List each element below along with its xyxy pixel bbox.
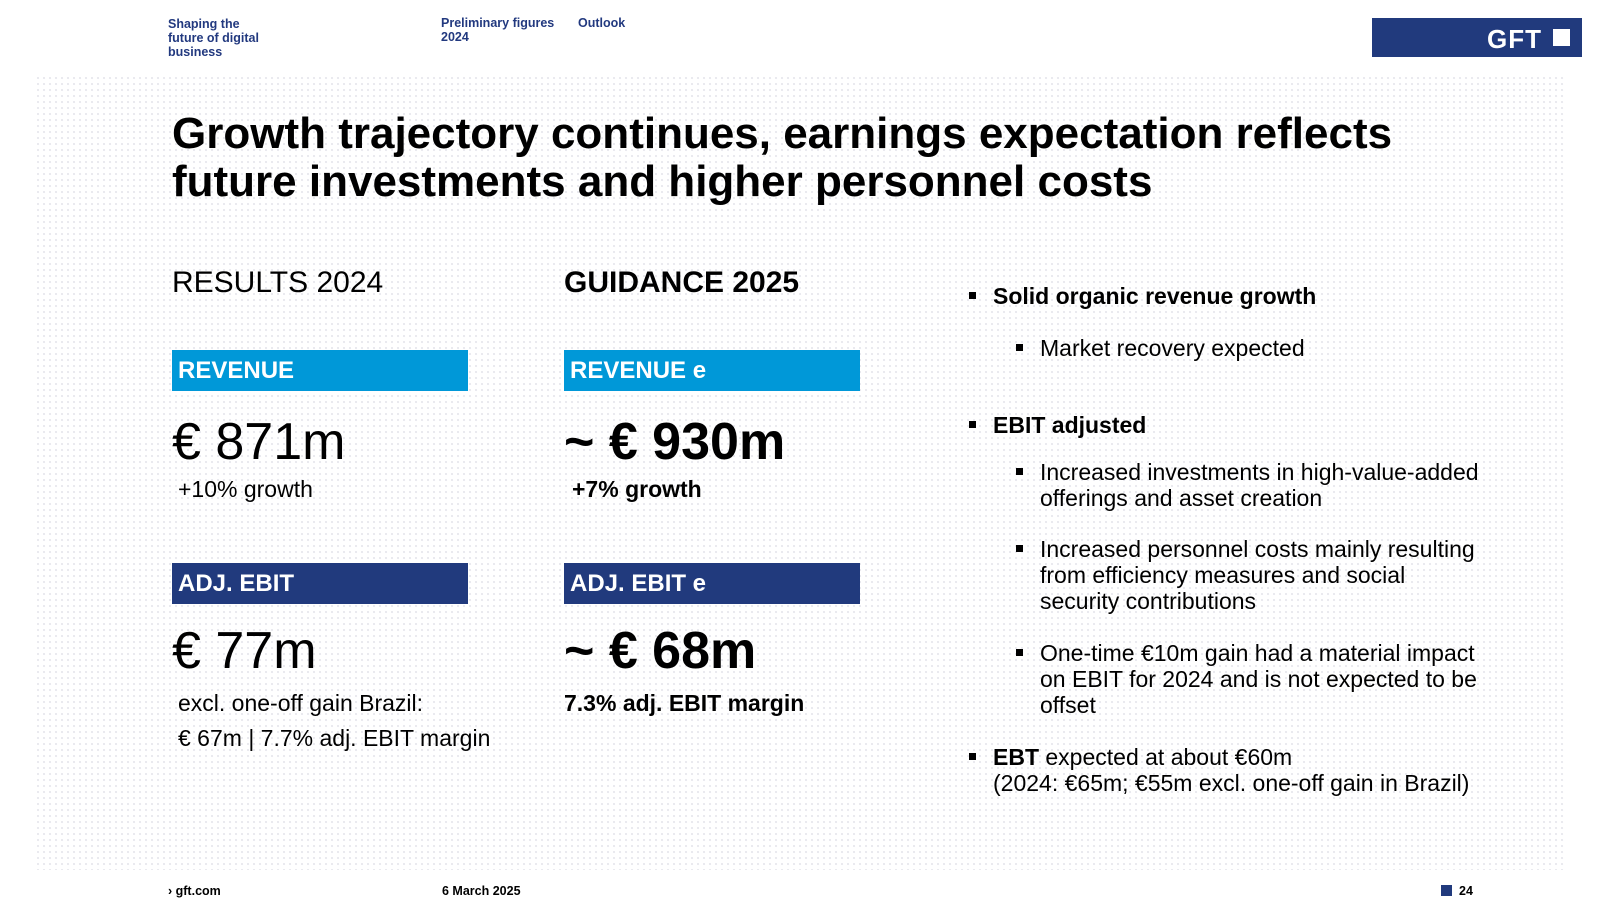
bullet-line: (2024: €65m; €55m excl. one-off gain in … <box>993 770 1470 796</box>
sub-bullet-one-time-gain: One-time €10m gain had a material impact… <box>1016 640 1477 718</box>
bullet-square-icon <box>1016 649 1023 656</box>
results-ebit-note: excl. one-off gain Brazil: <box>178 690 424 716</box>
bullet-line: Increased investments in high-value-adde… <box>1040 459 1479 485</box>
nav-label: Outlook <box>578 16 626 30</box>
results-revenue-growth: +10% growth <box>178 476 313 502</box>
results-revenue-value: € 871m <box>172 413 346 471</box>
results-ebit-label: ADJ. EBIT <box>172 563 468 604</box>
guidance-ebit-margin: 7.3% adj. EBIT margin <box>564 690 805 716</box>
page-title: Growth trajectory continues, earnings ex… <box>172 110 1472 206</box>
bullet-revenue-growth: Solid organic revenue growth <box>969 283 1316 309</box>
results-ebit-value: € 77m <box>172 622 317 680</box>
guidance-revenue-growth: +7% growth <box>572 476 702 502</box>
nav-outlook[interactable]: Outlook <box>578 16 625 30</box>
nav-preliminary-figures[interactable]: Preliminary figures 2024 <box>441 16 554 44</box>
logo-square-icon <box>1553 29 1570 46</box>
nav-label: Preliminary figures <box>441 16 555 30</box>
guidance-revenue-label: REVENUE e <box>564 350 860 391</box>
logo-text: GFT <box>1487 24 1542 54</box>
results-revenue-label: REVENUE <box>172 350 468 391</box>
bullet-square-icon <box>969 292 976 299</box>
tagline: Shaping the future of digital business <box>168 17 259 59</box>
page-number: 24 <box>1459 884 1473 898</box>
sub-bullet-market-recovery: Market recovery expected <box>1016 335 1305 361</box>
tagline-line: business <box>168 45 223 59</box>
results-ebit-note: € 67m | 7.7% adj. EBIT margin <box>178 725 491 751</box>
title-line: future investments and higher personnel … <box>172 157 1153 206</box>
ebt-text: expected at about €60m <box>1039 744 1293 770</box>
bullet-ebit-adjusted: EBIT adjusted <box>969 412 1146 438</box>
bullet-line: security contributions <box>1040 588 1257 614</box>
gft-logo: GFT <box>1372 18 1582 57</box>
page-marker-icon <box>1441 885 1452 896</box>
bullet-square-icon <box>1016 545 1023 552</box>
bullet-square-icon <box>1016 468 1023 475</box>
title-line: Growth trajectory continues, earnings ex… <box>172 109 1393 158</box>
tagline-line: Shaping the <box>168 17 240 31</box>
sub-bullet-investments: Increased investments in high-value-adde… <box>1016 459 1479 511</box>
guidance-revenue-value: ~ € 930m <box>564 413 786 471</box>
bullet-square-icon <box>1016 344 1023 351</box>
sub-bullet-personnel-costs: Increased personnel costs mainly resulti… <box>1016 536 1475 614</box>
footer-link-gft[interactable]: › gft.com <box>168 884 221 898</box>
ebt-label: EBT <box>993 744 1039 770</box>
results-heading: RESULTS 2024 <box>172 266 384 299</box>
footer-date: 6 March 2025 <box>442 884 521 898</box>
bullet-line: Increased personnel costs mainly resulti… <box>1040 536 1475 562</box>
tagline-line: future of digital <box>168 31 259 45</box>
guidance-ebit-label: ADJ. EBIT e <box>564 563 860 604</box>
bullet-line: from efficiency measures and social <box>1040 562 1406 588</box>
bullet-line: offerings and asset creation <box>1040 485 1323 511</box>
bullet-line: offset <box>1040 692 1096 718</box>
guidance-ebit-value: ~ € 68m <box>564 622 757 680</box>
bullet-line: on EBIT for 2024 and is not expected to … <box>1040 666 1477 692</box>
guidance-heading: GUIDANCE 2025 <box>564 266 800 299</box>
bullet-line: One-time €10m gain had a material impact <box>1040 640 1475 666</box>
bullet-square-icon <box>969 753 976 760</box>
nav-label: 2024 <box>441 30 469 44</box>
bullet-square-icon <box>969 421 976 428</box>
bullet-ebt: EBT expected at about €60m (2024: €65m; … <box>969 744 1469 796</box>
dotted-background <box>35 75 1565 870</box>
